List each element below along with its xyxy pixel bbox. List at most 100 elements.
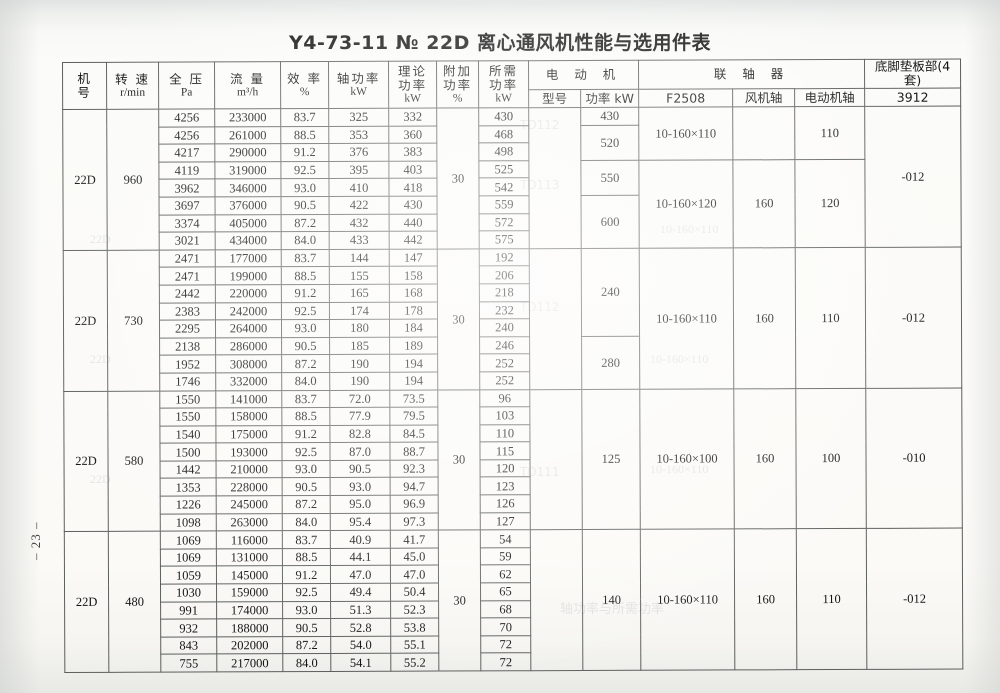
header-row-group: 机 号 转 速 r/min 全 压 Pa 流 量 m³/h [62, 59, 961, 110]
cell-required-power: 68 [480, 600, 531, 619]
cell-shaft-power: 353 [328, 125, 389, 144]
cell-motor-model [529, 389, 583, 530]
cell-efficiency: 87.2 [282, 636, 331, 655]
cell-theoretical-power: 189 [389, 336, 438, 355]
cell-theoretical-power: 94.7 [390, 477, 439, 496]
cell-total-pressure: 1069 [160, 548, 217, 567]
cell-required-power: 542 [478, 178, 530, 196]
cell-efficiency: 84.0 [281, 372, 330, 391]
page-title: Y4-73-11 № 22D 离心通风机性能与选用件表 [288, 32, 712, 54]
cell-flow: 228000 [216, 478, 283, 496]
cell-total-pressure: 3374 [159, 214, 216, 233]
cell-total-pressure: 1550 [159, 408, 216, 426]
cell-flow: 245000 [216, 495, 283, 514]
cell-required-power: 123 [480, 477, 531, 495]
cell-efficiency: 92.5 [280, 161, 329, 180]
cell-total-pressure: 1550 [159, 390, 216, 409]
cell-flow: 145000 [216, 566, 283, 584]
cell-required-power: 430 [478, 107, 529, 126]
cell-flow: 116000 [216, 530, 283, 549]
cell-efficiency: 83.7 [282, 530, 331, 549]
cell-shaft-power: 433 [329, 231, 390, 250]
header-theoretical-power: 理论 功率 kW [388, 61, 437, 109]
table-header: 机 号 转 速 r/min 全 压 Pa 流 量 m³/h [62, 59, 961, 110]
header-motor-shaft: 电动机轴 [794, 88, 865, 107]
cell-required-power: 246 [479, 336, 530, 355]
cell-coupling-type: 10-160×100 [639, 388, 735, 530]
cell-required-power: 572 [479, 213, 530, 232]
cell-efficiency: 83.7 [281, 389, 330, 408]
cell-efficiency: 90.5 [281, 196, 330, 215]
cell-flow: 290000 [214, 143, 281, 162]
cell-total-pressure: 4217 [158, 144, 215, 162]
cell-flow: 202000 [216, 636, 283, 655]
cell-speed: 960 [106, 109, 160, 251]
cell-fan-shaft: 160 [733, 388, 797, 530]
cell-theoretical-power: 168 [389, 283, 438, 302]
cell-theoretical-power: 88.7 [389, 442, 439, 461]
cell-required-power: 103 [479, 406, 530, 425]
cell-shaft-power: 52.8 [330, 618, 391, 637]
cell-required-power: 120 [480, 459, 531, 478]
cell-efficiency: 87.2 [282, 495, 331, 514]
cell-motor-power: 520 [580, 124, 639, 161]
cell-shaft-power: 77.9 [329, 407, 390, 426]
cell-efficiency: 92.5 [281, 442, 331, 461]
cell-speed: 580 [107, 390, 161, 532]
header-total-pressure: 全 压 Pa [158, 61, 215, 110]
cell-total-pressure: 2138 [159, 337, 216, 356]
header-motor-group: 电 动 机 [528, 60, 639, 90]
cell-theoretical-power: 383 [388, 143, 437, 162]
cell-required-power: 110 [479, 424, 530, 443]
cell-efficiency: 84.0 [282, 513, 331, 531]
cell-theoretical-power: 73.5 [389, 389, 438, 408]
cell-theoretical-power: 158 [389, 266, 438, 285]
cell-flow: 405000 [215, 214, 282, 233]
cell-required-power: 96 [479, 389, 530, 407]
cell-total-pressure: 4256 [158, 126, 215, 145]
cell-total-pressure: 932 [160, 619, 217, 637]
cell-efficiency: 83.7 [281, 249, 330, 268]
cell-fan-shaft: 160 [734, 528, 797, 670]
cell-motor-power: 125 [581, 388, 641, 530]
cell-flow: 131000 [216, 548, 283, 567]
cell-theoretical-power: 84.5 [389, 424, 438, 443]
cell-required-power: 468 [478, 125, 529, 144]
cell-shaft-power: 95.0 [330, 495, 391, 514]
cell-required-power: 206 [479, 266, 530, 284]
cell-theoretical-power: 360 [388, 125, 437, 144]
cell-flow: 332000 [215, 372, 282, 391]
cell-shaft-power: 422 [329, 196, 390, 215]
cell-flow: 308000 [215, 354, 282, 373]
table-row: 4119 319000 92.5 395 403 525 550 10-160×120 160 1… [63, 159, 961, 249]
cell-shaft-power: 410 [328, 178, 390, 197]
cell-theoretical-power: 332 [388, 108, 437, 126]
cell-motor-power: 430 [580, 107, 639, 126]
cell-efficiency: 93.0 [281, 319, 330, 338]
cell-required-power: 54 [480, 529, 531, 548]
cell-total-pressure: 3021 [159, 232, 216, 250]
cell-shaft-power: 95.4 [330, 512, 391, 531]
cell-total-pressure: 1098 [160, 513, 217, 532]
cell-total-pressure: 1069 [160, 531, 217, 549]
cell-flow: 264000 [215, 319, 282, 338]
cell-total-pressure: 2383 [159, 302, 216, 321]
cell-speed: 730 [107, 249, 160, 391]
cell-required-power: 525 [478, 160, 529, 179]
cell-flow: 159000 [216, 583, 283, 602]
cell-shaft-power: 54.0 [330, 636, 391, 654]
cell-motor-shaft: 110 [795, 247, 866, 389]
header-coupling-group: 联 轴 器 [638, 59, 865, 90]
cell-efficiency: 88.5 [281, 266, 330, 285]
cell-flow: 199000 [215, 267, 282, 285]
cell-required-power: 559 [479, 195, 530, 214]
cell-shaft-power: 155 [329, 266, 390, 285]
cell-required-power: 115 [479, 441, 531, 460]
header-base-plate-group: 底脚垫板部(4 套) [864, 59, 961, 89]
cell-shaft-power: 185 [329, 336, 390, 355]
cell-additional-power: 30 [436, 107, 480, 249]
cell-theoretical-power: 430 [389, 196, 438, 214]
cell-theoretical-power: 96.9 [390, 495, 439, 513]
cell-total-pressure: 2295 [159, 320, 216, 338]
cell-required-power: 62 [480, 565, 531, 583]
